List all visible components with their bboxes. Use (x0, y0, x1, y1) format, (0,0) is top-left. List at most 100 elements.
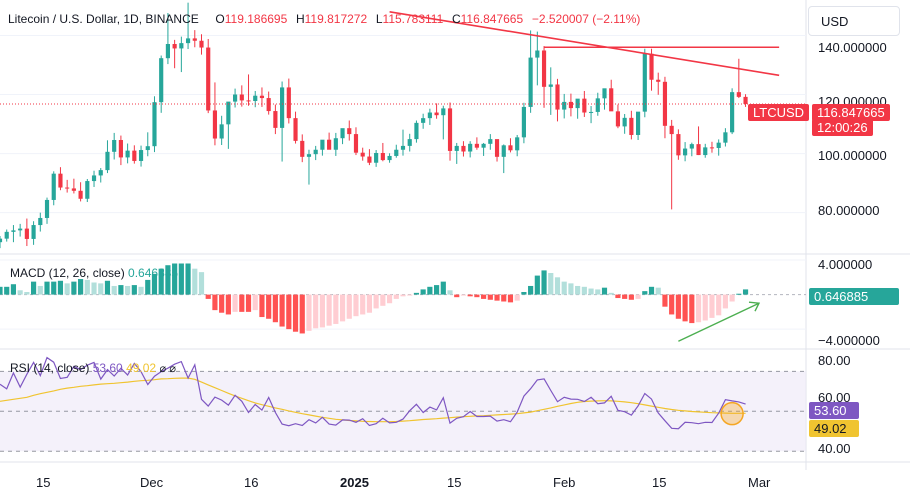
macd-histogram-bar (628, 294, 634, 300)
candle-body (602, 88, 607, 99)
macd-histogram-bar (138, 286, 144, 295)
candle-body (575, 98, 580, 109)
candle-body (730, 92, 735, 133)
macd-histogram-bar (198, 272, 205, 295)
candle-body (723, 132, 728, 143)
candle-body (192, 38, 197, 41)
macd-histogram-bar (333, 294, 339, 324)
macd-histogram-bar (702, 294, 708, 321)
macd-histogram-bar (413, 292, 420, 295)
macd-histogram-bar (286, 294, 292, 330)
candle-body (716, 142, 721, 148)
macd-histogram-bar (232, 294, 238, 312)
macd-histogram-bar (319, 294, 325, 328)
macd-histogram-bar (339, 294, 346, 322)
macd-histogram-bar (400, 294, 406, 297)
macd-histogram-bar (440, 281, 446, 295)
macd-histogram-bar (729, 294, 735, 302)
candle-body (206, 47, 211, 111)
candle-body (474, 143, 479, 148)
macd-histogram-bar (192, 268, 198, 295)
candle-body (152, 102, 157, 147)
candle-body (622, 117, 627, 127)
currency-button[interactable]: USD (808, 6, 900, 36)
candle-body (736, 92, 741, 97)
price-axis-label: 80.000000 (818, 203, 880, 218)
time-axis-label: 15 (652, 475, 667, 490)
macd-histogram-bar (541, 270, 547, 295)
candle-body (414, 122, 419, 140)
macd-histogram-bar (272, 294, 278, 323)
candle-body (199, 40, 204, 48)
macd-histogram-bar (239, 294, 245, 312)
price-axis-label: 100.000000 (818, 148, 887, 163)
macd-histogram-bar (104, 280, 111, 295)
candle-body (515, 137, 520, 151)
macd-histogram-bar (299, 294, 305, 334)
candle-body (327, 139, 332, 150)
macd-histogram-bar (507, 294, 514, 303)
macd-histogram-bar (165, 265, 171, 295)
symbol-badge: LTCUSD (748, 104, 810, 121)
candle-body (421, 118, 426, 123)
candle-body (306, 154, 312, 157)
macd-histogram-bar (561, 281, 567, 295)
candle-body (407, 139, 412, 146)
candle-body (676, 134, 681, 156)
last-price-badge: 116.847665 (812, 104, 890, 121)
macd-histogram-bar (346, 294, 352, 319)
macd-histogram-bar (118, 285, 124, 295)
candle-body (112, 139, 117, 152)
macd-histogram-bar (4, 286, 10, 295)
candle-body (642, 53, 647, 112)
macd-histogram-bar (131, 285, 137, 295)
candle-body (118, 139, 123, 158)
candle-body (333, 138, 338, 150)
macd-histogram-bar (648, 286, 655, 295)
candle-body (239, 94, 244, 101)
candle-body (138, 150, 144, 161)
candle-body (454, 145, 459, 151)
candle-body (273, 111, 278, 128)
macd-histogram-bar (212, 294, 218, 311)
candle-body (400, 145, 406, 150)
macd-histogram-bar (17, 290, 23, 295)
close-key: C (451, 12, 461, 26)
open-key: O (215, 12, 225, 26)
macd-histogram-bar (494, 294, 500, 301)
macd-histogram-bar (393, 294, 399, 299)
price-axis-label: 140.000000 (818, 40, 887, 55)
candle-body (609, 88, 614, 112)
macd-histogram-bar (366, 294, 372, 313)
candle-body (31, 225, 36, 239)
open-value: 119.186695 (224, 12, 288, 26)
close-value: 116.847665 (460, 12, 524, 26)
macd-histogram-bar (111, 285, 117, 295)
macd-histogram-bar (178, 263, 184, 295)
macd-histogram-bar (742, 289, 749, 295)
candle-body (293, 118, 298, 141)
candle-body (461, 145, 466, 152)
macd-histogram-bar (528, 285, 534, 295)
candle-body (98, 170, 103, 176)
bullish-arrow (678, 302, 760, 342)
change-value: −2.520007 (−2.11%) (531, 12, 641, 26)
macd-histogram-bar (185, 263, 191, 295)
candle-body (185, 38, 191, 44)
high-value: 119.817272 (304, 12, 368, 26)
candle-body (703, 147, 708, 156)
hidden-input-icon-2: ⌀ (169, 363, 177, 375)
highlight-circle (720, 401, 744, 426)
candle-body (521, 106, 526, 138)
rsi-ma-badge: 49.02 (809, 420, 859, 437)
candle-body (125, 150, 130, 158)
macd-histogram-bar (71, 281, 77, 295)
macd-histogram-bar (37, 285, 43, 295)
candle-body (286, 87, 291, 119)
symbol-legend: Litecoin / U.S. Dollar, 1D, BINANCE O119… (8, 12, 640, 26)
macd-histogram-bar (695, 294, 702, 323)
candle-body (78, 190, 83, 199)
macd-histogram-bar (709, 294, 715, 318)
macd-histogram-bar (259, 294, 265, 318)
